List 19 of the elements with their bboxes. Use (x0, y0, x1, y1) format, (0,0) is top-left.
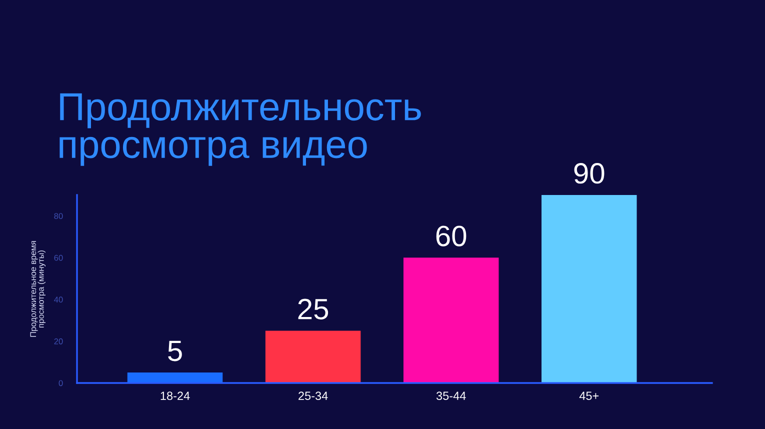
x-tick-label: 25-34 (298, 392, 328, 400)
bar (542, 195, 637, 383)
y-tick-label: 40 (54, 296, 63, 303)
x-tick-label: 45+ (579, 392, 599, 400)
y-axis-title: Продолжительное время просмотра (минуты) (30, 241, 46, 337)
y-tick-label: 80 (54, 213, 63, 219)
x-tick-label: 35-44 (436, 392, 466, 400)
data-label: 5 (168, 340, 182, 362)
bar (127, 372, 223, 383)
y-tick-label: 60 (54, 254, 63, 261)
bar (265, 330, 361, 383)
x-tick-label: 18-24 (160, 392, 190, 400)
data-label: 90 (574, 163, 604, 184)
data-label: 60 (436, 226, 466, 246)
y-tick-label: 0 (58, 380, 63, 386)
chart-title: Продолжительность просмотра видео (60, 93, 421, 166)
bar (403, 258, 499, 383)
y-tick-label: 20 (54, 338, 63, 344)
data-label: 25 (298, 298, 328, 320)
